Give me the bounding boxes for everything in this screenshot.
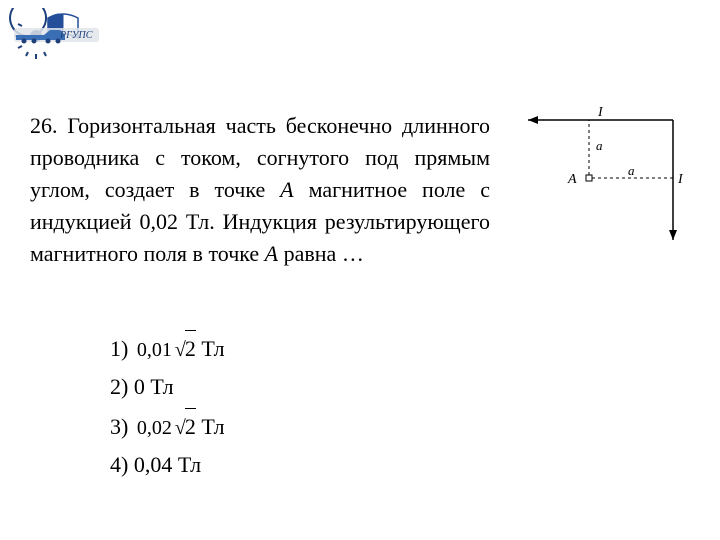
answer-value: 0,01 (137, 335, 172, 366)
sqrt-icon: √2 (175, 408, 196, 444)
answer-4: 4) 0,04 Тл (110, 448, 225, 482)
answer-value: 0 (134, 370, 145, 404)
answer-prefix: 1) (110, 332, 128, 366)
answer-prefix: 3) (110, 410, 128, 444)
problem-block: 26. Горизонтальная часть бесконечно длин… (30, 110, 490, 269)
label-current-top: I (597, 105, 604, 120)
logo: РГУПС (8, 8, 108, 63)
answer-value: 0,04 (134, 448, 173, 482)
sqrt-icon: √2 (175, 330, 196, 366)
answers-block: 1) 0,01 √2 Тл 2) 0 Тл 3) 0,02 √2 Тл 4) 0… (110, 330, 225, 486)
answer-2: 2) 0 Тл (110, 370, 225, 404)
answer-unit: Тл (201, 332, 224, 366)
answer-unit: Тл (201, 410, 224, 444)
figure: I I A a a (518, 105, 688, 250)
answer-unit: Тл (150, 370, 173, 404)
answer-value: 0,02 (137, 413, 172, 444)
answer-1: 1) 0,01 √2 Тл (110, 330, 225, 366)
label-a-vert: a (596, 138, 603, 153)
problem-text: 26. Горизонтальная часть бесконечно длин… (30, 110, 490, 269)
label-a-horiz: a (628, 163, 635, 178)
point-a-1: A (280, 177, 293, 202)
answer-prefix: 2) (110, 370, 128, 404)
answer-unit: Тл (178, 448, 201, 482)
problem-part3: равна … (278, 241, 364, 266)
problem-number: 26. (30, 113, 58, 138)
logo-text: РГУПС (59, 30, 93, 41)
point-a-2: A (265, 241, 278, 266)
answer-prefix: 4) (110, 448, 128, 482)
answer-3: 3) 0,02 √2 Тл (110, 408, 225, 444)
label-current-right: I (677, 172, 684, 187)
label-point: A (567, 172, 577, 187)
